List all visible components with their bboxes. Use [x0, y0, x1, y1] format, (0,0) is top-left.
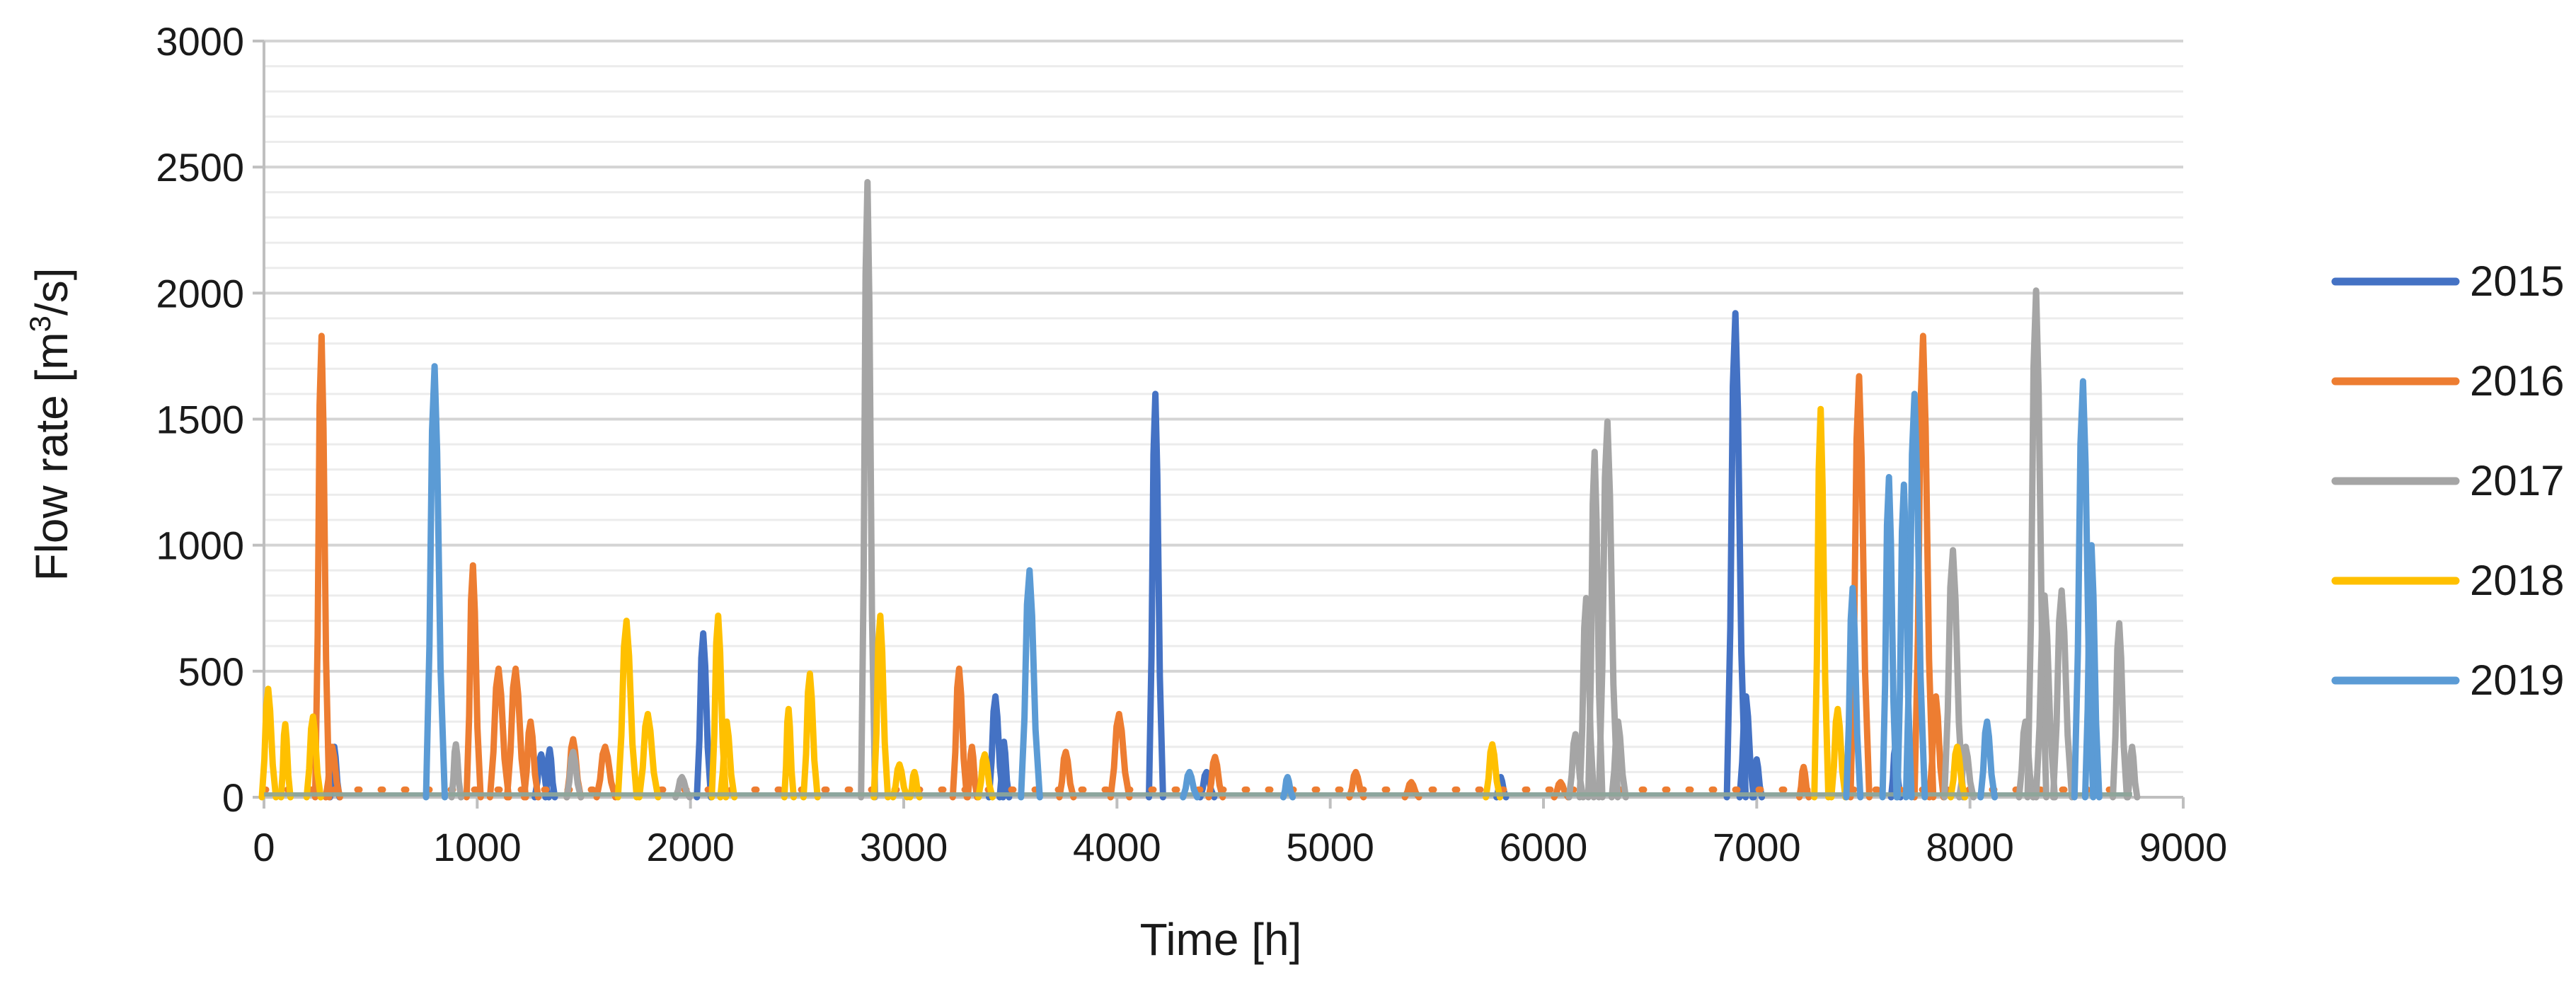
x-tick-label: 0 [253, 825, 275, 869]
y-tick-label: 500 [178, 649, 244, 694]
y-tick-label: 1500 [156, 398, 244, 442]
peak-2015 [1723, 310, 1749, 801]
y-axis-title-main: Flow rate [m [26, 332, 77, 581]
peak-2019 [1180, 768, 1201, 801]
peak-2016 [1926, 693, 1947, 801]
y-axis-tick-labels: 0 500 1000 1500 2000 2500 3000 [156, 19, 244, 820]
peak-2015 [1146, 390, 1166, 801]
peak-2018 [614, 618, 640, 801]
series-lines [258, 179, 2141, 801]
x-tick-label: 2000 [646, 825, 735, 869]
peak-2015 [1736, 693, 1757, 801]
y-tick-label: 2500 [156, 145, 244, 190]
peak-2018 [277, 721, 294, 801]
y-axis-title: Flow rate [m3/s] [23, 268, 77, 581]
peak-2018 [636, 710, 662, 801]
x-axis-tick-labels: 0 1000 2000 3000 4000 5000 6000 7000 8000 9000 [253, 825, 2227, 869]
x-tick-label: 1000 [433, 825, 522, 869]
legend-label-2017: 2017 [2470, 457, 2564, 504]
y-axis-title-tail: /s] [26, 268, 77, 316]
legend-label-2015: 2015 [2470, 257, 2564, 305]
peak-2015 [694, 630, 715, 801]
peak-2018 [907, 768, 923, 801]
peak-2016 [1346, 768, 1367, 801]
peak-2016 [1056, 748, 1077, 801]
peak-2017 [563, 748, 585, 801]
peak-2017 [2124, 743, 2141, 801]
peak-2018 [1811, 405, 1832, 801]
x-tick-label: 6000 [1500, 825, 1588, 869]
peak-2016 [1796, 763, 1812, 801]
peak-2018 [800, 670, 821, 801]
legend: 2015 2016 2017 2018 2019 [2331, 257, 2564, 704]
peak-2016 [322, 743, 343, 801]
peak-2016 [1107, 710, 1133, 801]
peak-2019 [1280, 774, 1296, 801]
peak-2018 [1948, 743, 1968, 801]
peak-2019 [1977, 718, 1999, 801]
peak-2017 [2110, 620, 2130, 801]
peak-2019 [1902, 390, 1928, 801]
peak-2018 [717, 718, 738, 801]
peak-2016 [463, 562, 484, 801]
peak-2019 [1879, 474, 1900, 801]
legend-label-2016: 2016 [2470, 357, 2564, 405]
x-tick-label: 4000 [1073, 825, 1161, 869]
peak-2019 [2081, 542, 2103, 801]
series-2019 [264, 363, 2132, 801]
peak-2018 [258, 685, 280, 801]
x-tick-label: 3000 [860, 825, 948, 869]
x-axis-title: Time [h] [1140, 914, 1302, 965]
peak-2019 [422, 363, 448, 801]
x-tick-label: 8000 [1926, 825, 2014, 869]
peak-2016 [1205, 753, 1226, 801]
peak-2019 [1018, 567, 1043, 801]
peak-2016 [593, 743, 619, 801]
peak-2017 [448, 741, 464, 801]
y-tick-label: 1000 [156, 523, 244, 568]
x-tick-label: 9000 [2139, 825, 2228, 869]
y-tick-label: 0 [222, 775, 244, 820]
x-tick-label: 5000 [1286, 825, 1374, 869]
peak-2019 [1843, 584, 1864, 801]
peak-2018 [1828, 705, 1849, 801]
peak-2017 [2049, 587, 2076, 801]
peak-2017 [1941, 547, 1967, 801]
peak-2015 [996, 739, 1013, 801]
peak-2016 [949, 665, 970, 801]
legend-label-2018: 2018 [2470, 557, 2564, 604]
peak-2018 [975, 751, 996, 801]
y-tick-label: 2000 [156, 271, 244, 316]
peak-2016 [311, 332, 333, 801]
peak-2016 [964, 743, 981, 801]
peak-2017 [1608, 718, 1629, 801]
y-tick-label: 3000 [156, 19, 244, 64]
peak-2016 [521, 718, 541, 801]
peak-2016 [504, 665, 529, 801]
peak-2018 [870, 612, 892, 801]
peak-2015 [542, 746, 558, 801]
peak-2017 [2032, 592, 2059, 801]
peak-2017 [1595, 418, 1621, 801]
peak-2018 [1483, 741, 1503, 801]
peak-2015 [1749, 756, 1766, 801]
peak-2018 [303, 713, 324, 801]
x-tick-label: 7000 [1713, 825, 1801, 869]
peak-2018 [781, 705, 797, 801]
peak-2018 [890, 761, 911, 801]
peak-2016 [486, 665, 512, 801]
peak-2017 [672, 774, 693, 801]
y-axis-title-superscript: 3 [23, 316, 57, 332]
legend-label-2019: 2019 [2470, 656, 2564, 704]
peak-2017 [858, 179, 879, 801]
